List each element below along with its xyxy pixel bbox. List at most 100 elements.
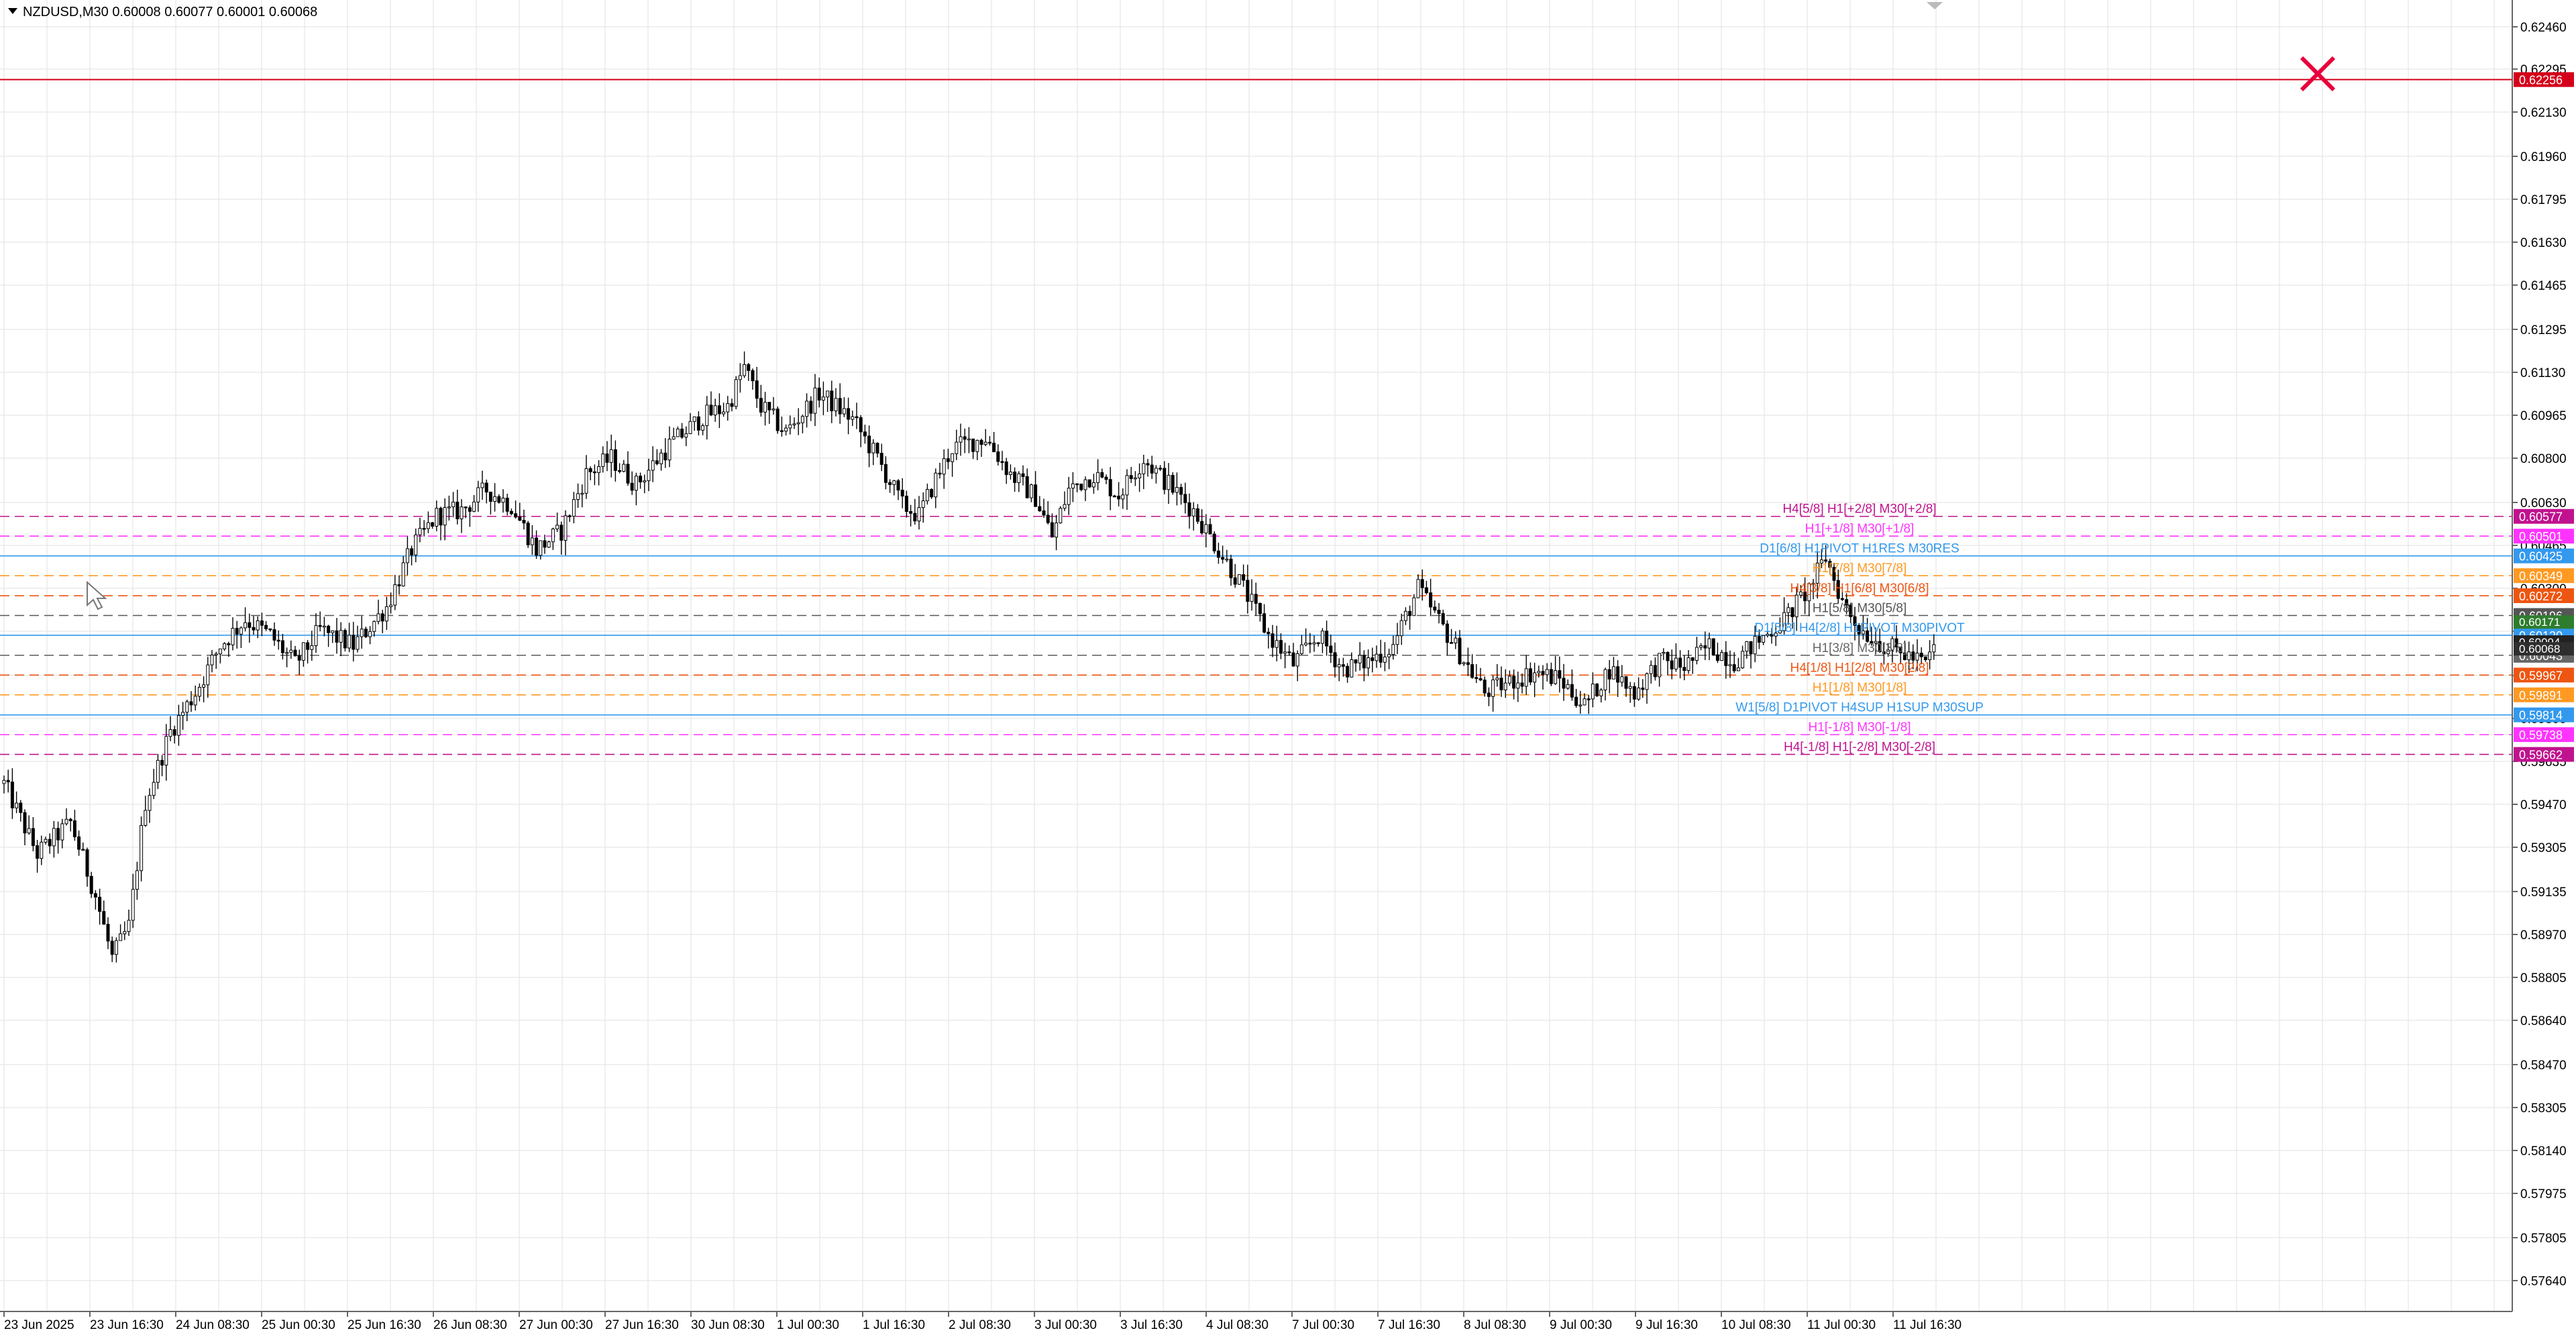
candle	[1741, 645, 1745, 669]
candle	[289, 640, 293, 659]
candle	[1736, 657, 1740, 672]
candle	[1191, 502, 1195, 531]
candle	[1291, 643, 1295, 667]
candle	[1840, 592, 1844, 601]
time-axis[interactable]: 23 Jun 2025 23 Jun 16:30 24 Jun 08:30 25 Ju…	[3, 1311, 1962, 1332]
candle	[1861, 615, 1865, 640]
level-label: H4[-1/8] H1[-2/8] M30[-2/8]	[1784, 741, 1935, 755]
candle	[1399, 613, 1403, 645]
candle	[488, 491, 492, 515]
candle	[1046, 501, 1050, 525]
candle	[543, 535, 547, 554]
candle	[805, 393, 809, 428]
candle	[904, 490, 908, 518]
candle	[156, 753, 160, 790]
candle	[726, 396, 730, 421]
candle	[1645, 672, 1649, 704]
candle	[1749, 641, 1753, 669]
candle	[306, 640, 310, 664]
candle	[1299, 635, 1303, 655]
candle	[813, 374, 817, 427]
candle	[1870, 627, 1874, 646]
level-price-text: 0.59967	[2519, 669, 2563, 682]
level-label: H1[5/8] M30[5/8]	[1813, 602, 1907, 616]
candle	[1366, 649, 1371, 676]
candle	[747, 362, 751, 381]
candle	[1075, 483, 1079, 492]
x-tick-label: 4 Jul 08:30	[1206, 1318, 1269, 1332]
candle	[1757, 629, 1761, 649]
level-price-badge	[2514, 529, 2574, 544]
candle	[23, 809, 27, 846]
candle	[272, 622, 276, 646]
candle	[1038, 496, 1042, 512]
candle	[1263, 604, 1267, 634]
candle	[1316, 642, 1320, 647]
candle	[743, 351, 747, 378]
level-price-badge	[2514, 687, 2574, 702]
x-tick-label: 3 Jul 00:30	[1034, 1318, 1097, 1332]
scroll-shift-marker-icon[interactable]	[1927, 2, 1943, 9]
candle	[967, 427, 971, 453]
candle	[1728, 650, 1732, 678]
current-price-badge	[2514, 72, 2574, 87]
candle	[1187, 493, 1191, 529]
candle	[1312, 635, 1316, 652]
y-tick-label: 0.60630	[2520, 496, 2567, 511]
candle	[1828, 558, 1832, 575]
candle	[680, 423, 684, 439]
candle	[1782, 597, 1786, 635]
candle	[15, 791, 19, 814]
candle	[202, 676, 206, 703]
x-tick-label: 27 Jun 00:30	[519, 1318, 593, 1332]
candle	[168, 716, 172, 741]
candle	[900, 478, 904, 508]
symbol-dropdown-icon[interactable]	[8, 8, 17, 14]
candle	[763, 392, 767, 426]
candle	[414, 528, 418, 563]
candle	[276, 630, 280, 650]
candle	[244, 607, 248, 632]
candle	[389, 592, 393, 614]
candle	[493, 483, 497, 512]
candle	[1403, 607, 1407, 625]
candle	[1915, 639, 1919, 672]
level-price-badge	[2514, 747, 2574, 762]
candle	[48, 833, 52, 854]
candle	[52, 820, 56, 858]
candle	[867, 425, 871, 468]
candle	[522, 509, 526, 530]
price-badges: 0.60577 0.60501 0.60425 0.60349 0.60272 0.601…	[2514, 72, 2574, 762]
candle	[1616, 660, 1620, 697]
candle	[800, 414, 804, 433]
candle	[1690, 657, 1695, 674]
close-marker-icon[interactable]	[2300, 56, 2336, 92]
candle	[1474, 663, 1479, 684]
candle	[384, 596, 388, 631]
level-label: H1[3/8] M30[3/8]	[1813, 641, 1907, 655]
x-tick-label: 1 Jul 00:30	[777, 1318, 839, 1332]
level-label: H1[-1/8] M30[-1/8]	[1808, 720, 1911, 735]
level-label: H4[3/8] H1[6/8] M30[6/8]	[1790, 582, 1929, 596]
candle	[1911, 644, 1915, 669]
candle	[1129, 467, 1133, 483]
candle	[1350, 652, 1354, 678]
candle	[1325, 621, 1329, 656]
candle	[659, 449, 663, 471]
candle	[1063, 491, 1067, 511]
candle	[643, 474, 647, 494]
candle	[934, 468, 938, 508]
candle	[1412, 594, 1416, 616]
candle	[1811, 579, 1815, 600]
candle	[1333, 642, 1337, 678]
candle	[1537, 665, 1541, 678]
candle	[530, 525, 534, 555]
candle	[738, 363, 742, 393]
candle	[206, 657, 210, 698]
candle	[821, 381, 825, 415]
candle	[410, 545, 414, 566]
candle	[1329, 635, 1333, 663]
candle	[1778, 617, 1782, 634]
